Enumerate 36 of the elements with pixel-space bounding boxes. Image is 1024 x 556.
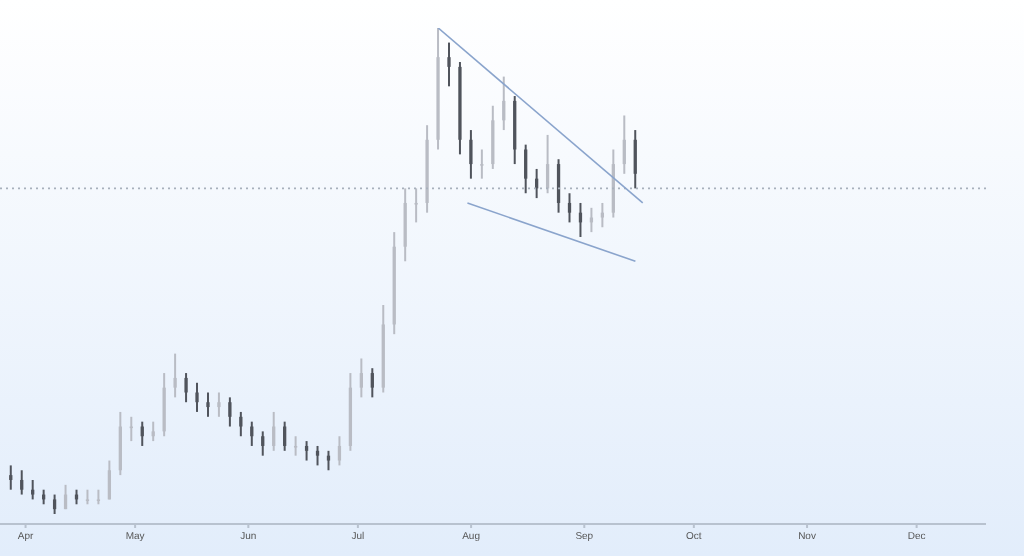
candlestick — [184, 372, 188, 404]
candlestick — [206, 391, 210, 418]
candlestick — [359, 357, 363, 399]
candlestick — [567, 192, 572, 224]
candlestick — [162, 372, 166, 438]
candlestick — [622, 114, 626, 175]
candlestick — [469, 129, 473, 180]
candlestick — [326, 449, 331, 472]
candlestick — [261, 430, 265, 457]
candlestick — [480, 148, 484, 180]
candlestick — [151, 420, 155, 443]
candlestick — [20, 469, 24, 496]
candlestick — [293, 435, 298, 457]
candlestick — [52, 493, 57, 514]
candlestick — [107, 459, 112, 501]
candlestick — [491, 104, 495, 170]
candlestick — [556, 158, 561, 214]
candlestick — [9, 464, 13, 491]
candlestick — [173, 352, 177, 399]
candlestick — [239, 410, 243, 438]
candlestick — [337, 435, 342, 467]
candlestick — [304, 440, 309, 462]
candlestick — [403, 187, 407, 263]
candlestick — [370, 367, 374, 399]
candlestick — [447, 41, 451, 88]
candlestick — [217, 391, 221, 418]
candlestick — [633, 129, 637, 190]
candlestick — [31, 478, 35, 501]
candlestick — [545, 133, 550, 195]
candlestick — [195, 381, 199, 413]
candlestick — [600, 201, 605, 229]
candlestick — [414, 187, 418, 224]
candlestick — [228, 396, 232, 428]
candlestick — [315, 444, 320, 467]
candlestick — [118, 410, 122, 477]
candlestick — [524, 143, 528, 195]
